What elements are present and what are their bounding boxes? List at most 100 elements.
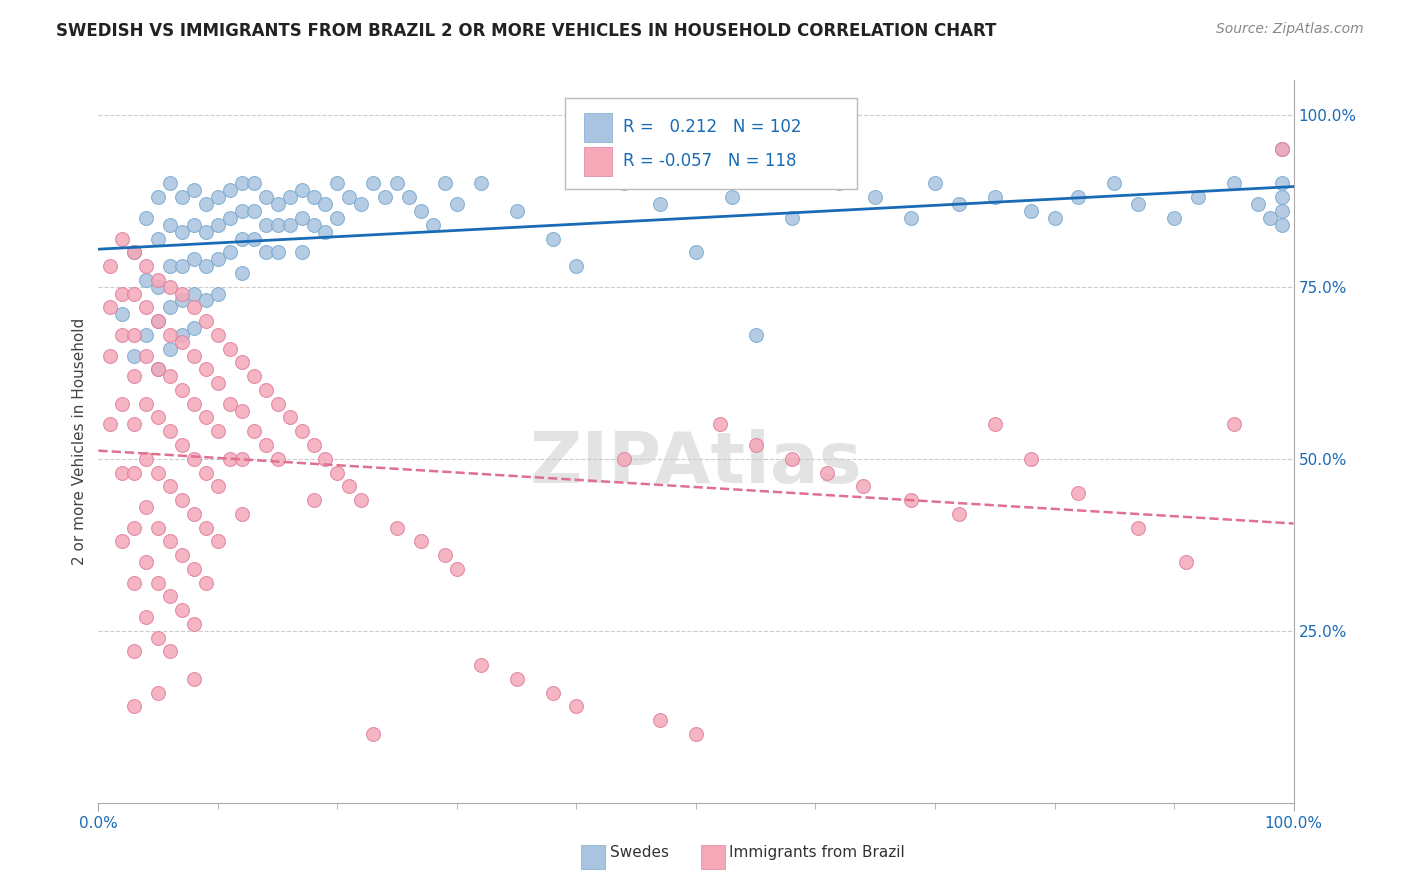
Point — [685, 245, 707, 260]
Point — [219, 183, 242, 197]
Point — [148, 575, 170, 590]
Point — [267, 245, 290, 260]
Point — [111, 397, 134, 411]
Point — [195, 259, 218, 273]
Point — [254, 383, 277, 397]
Point — [984, 417, 1007, 432]
Point — [648, 713, 672, 727]
Point — [339, 479, 361, 493]
Point — [709, 417, 731, 432]
Point — [219, 397, 242, 411]
Point — [148, 520, 170, 534]
Point — [1258, 211, 1281, 225]
Point — [291, 183, 314, 197]
Point — [219, 211, 242, 225]
Point — [135, 349, 157, 363]
Point — [111, 307, 134, 321]
Point — [434, 177, 457, 191]
Point — [984, 190, 1007, 204]
Point — [207, 327, 229, 342]
Text: ZIPAtlas: ZIPAtlas — [530, 429, 862, 498]
Point — [948, 197, 970, 211]
Point — [159, 590, 181, 604]
Point — [207, 479, 229, 493]
Point — [195, 314, 218, 328]
Point — [148, 190, 170, 204]
Point — [183, 616, 205, 631]
Point — [159, 534, 181, 549]
Point — [207, 190, 229, 204]
Point — [159, 644, 181, 658]
Point — [541, 231, 564, 245]
Point — [326, 177, 349, 191]
Point — [148, 466, 170, 480]
Point — [565, 699, 588, 714]
Point — [172, 603, 194, 617]
Point — [195, 293, 218, 308]
Point — [900, 493, 922, 508]
Point — [374, 190, 396, 204]
FancyBboxPatch shape — [583, 112, 613, 142]
Text: Swedes: Swedes — [610, 845, 669, 860]
Point — [721, 190, 744, 204]
Point — [172, 548, 194, 562]
Point — [135, 259, 157, 273]
Point — [1271, 190, 1294, 204]
Point — [219, 451, 242, 466]
Point — [541, 686, 564, 700]
Point — [243, 369, 266, 384]
Point — [446, 562, 468, 576]
Point — [183, 562, 205, 576]
Point — [111, 327, 134, 342]
Point — [385, 177, 409, 191]
Point — [780, 451, 803, 466]
Point — [1019, 204, 1042, 219]
Point — [1128, 197, 1150, 211]
FancyBboxPatch shape — [581, 846, 605, 869]
Point — [172, 334, 194, 349]
Point — [815, 466, 838, 480]
Point — [124, 699, 146, 714]
Point — [135, 211, 157, 225]
Point — [195, 225, 218, 239]
Point — [852, 479, 875, 493]
Point — [148, 231, 170, 245]
Point — [207, 424, 229, 438]
Point — [148, 273, 170, 287]
Text: R = -0.057   N = 118: R = -0.057 N = 118 — [623, 153, 797, 170]
Point — [231, 177, 253, 191]
Point — [135, 500, 157, 514]
Point — [685, 727, 707, 741]
Point — [363, 177, 385, 191]
Point — [148, 279, 170, 293]
Point — [172, 327, 194, 342]
Point — [1175, 555, 1198, 569]
Point — [291, 245, 314, 260]
Point — [183, 301, 205, 315]
Point — [1128, 520, 1150, 534]
Point — [1223, 417, 1246, 432]
Point — [183, 672, 205, 686]
Point — [159, 218, 181, 232]
Point — [207, 252, 229, 267]
Point — [159, 301, 181, 315]
Point — [243, 231, 266, 245]
Point — [111, 286, 134, 301]
Point — [183, 507, 205, 521]
Point — [398, 190, 420, 204]
Point — [613, 177, 636, 191]
Point — [148, 362, 170, 376]
Point — [267, 197, 290, 211]
Point — [207, 534, 229, 549]
Point — [745, 327, 768, 342]
Point — [900, 211, 922, 225]
FancyBboxPatch shape — [565, 98, 858, 189]
Point — [183, 451, 205, 466]
Point — [98, 301, 122, 315]
Point — [350, 197, 373, 211]
Point — [1043, 211, 1066, 225]
Point — [172, 383, 194, 397]
Point — [159, 342, 181, 356]
Point — [385, 520, 409, 534]
Point — [135, 397, 157, 411]
